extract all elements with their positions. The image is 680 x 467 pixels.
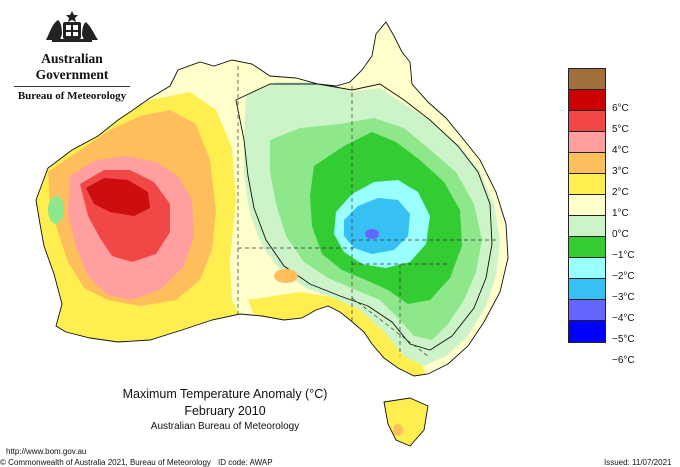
legend-swatch — [569, 279, 605, 300]
minus2-patch-west — [48, 196, 64, 224]
legend-swatch — [569, 258, 605, 279]
legend-swatch — [569, 153, 605, 174]
state-borders — [237, 66, 496, 357]
legend-label: −5°C — [612, 334, 635, 345]
tasmania — [383, 397, 429, 447]
coat-of-arms-icon — [46, 11, 98, 42]
legend-swatch — [569, 174, 605, 195]
minus6-zone — [365, 229, 379, 239]
plus2-patch-south — [317, 318, 335, 330]
map-title: Maximum Temperature Anomaly (°C) — [122, 387, 328, 401]
map-period: February 2010 — [184, 404, 266, 418]
legend-label: −3°C — [612, 292, 635, 303]
issued-date: Issued: 11/07/2021 — [604, 458, 672, 467]
legend-label: −6°C — [612, 355, 635, 366]
legend-label: 3°C — [612, 166, 629, 177]
copyright-text: © Commonwealth of Australia 2021, Bureau… — [0, 458, 211, 467]
legend-label: −1°C — [612, 250, 635, 261]
website-link[interactable]: http://www.bom.gov.au — [6, 447, 87, 456]
plus2-patch-central — [274, 269, 298, 283]
government-name: Australian Government — [35, 51, 109, 82]
legend-swatch — [569, 132, 605, 153]
tasmania-warm-patch — [393, 424, 403, 436]
zero-contour — [235, 83, 493, 351]
legend-swatch — [569, 321, 605, 342]
legend-swatch — [569, 216, 605, 237]
legend-swatch — [569, 69, 605, 90]
legend-label: 6°C — [612, 103, 629, 114]
legend-label: 0°C — [612, 229, 629, 240]
map-titles: Maximum Temperature Anomaly (°C) Februar… — [100, 387, 350, 432]
legend-label: 5°C — [612, 124, 629, 135]
legend-swatch — [569, 300, 605, 321]
legend-swatch — [569, 195, 605, 216]
bom-logo: Australian Government Bureau of Meteorol… — [8, 10, 136, 102]
legend-swatch — [569, 90, 605, 111]
logo-divider — [14, 86, 130, 87]
legend-label: 1°C — [612, 208, 629, 219]
id-code: ID code: AWAP — [218, 458, 273, 467]
legend-swatch — [569, 237, 605, 258]
legend-swatch — [569, 111, 605, 132]
map-source: Australian Bureau of Meteorology — [150, 421, 300, 432]
legend-label: −4°C — [612, 313, 635, 324]
legend-label: −2°C — [612, 271, 635, 282]
legend-label: 4°C — [612, 145, 629, 156]
plus5-zone — [86, 178, 150, 216]
bureau-name: Bureau of Meteorology — [17, 90, 127, 102]
color-legend — [568, 68, 606, 343]
legend-label: 2°C — [612, 187, 629, 198]
